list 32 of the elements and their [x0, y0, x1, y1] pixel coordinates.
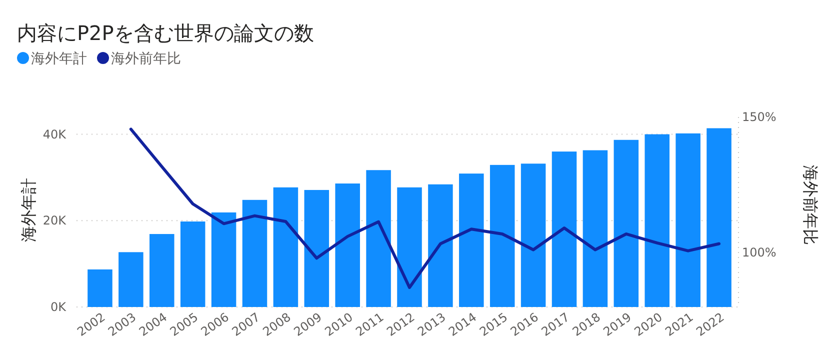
bar — [211, 212, 236, 307]
bar — [335, 184, 360, 307]
y2-tick-label: 100% — [742, 246, 776, 260]
y-tick-label: 40K — [42, 127, 68, 142]
bar — [520, 164, 546, 307]
bar — [366, 170, 391, 307]
line-series — [129, 128, 721, 289]
bar — [304, 190, 330, 307]
bar — [88, 269, 112, 307]
bar — [614, 140, 639, 307]
y2-axis-title: 海外前年比 — [801, 165, 820, 245]
bar — [552, 152, 577, 307]
legend-label: 海外前年比 — [111, 51, 181, 67]
bar — [180, 222, 206, 307]
bar — [644, 134, 670, 307]
y-axis-title: 海外年計 — [19, 178, 38, 242]
y2-tick-label: 150% — [742, 110, 776, 124]
y-tick-label: 0K — [50, 300, 68, 314]
bar — [273, 187, 298, 307]
y-tick-label: 20K — [42, 214, 68, 228]
bar — [428, 184, 453, 307]
bar — [459, 174, 484, 307]
bar — [397, 187, 422, 307]
bar — [582, 150, 608, 307]
bar — [676, 133, 700, 307]
bar — [150, 234, 174, 307]
bar — [118, 252, 144, 307]
bar — [490, 164, 515, 307]
bar — [706, 128, 732, 307]
bar — [242, 200, 268, 307]
legend-label: 海外年計 — [31, 51, 87, 67]
chart-title: 内容にP2Pを含む世界の論文の数 — [17, 21, 314, 45]
